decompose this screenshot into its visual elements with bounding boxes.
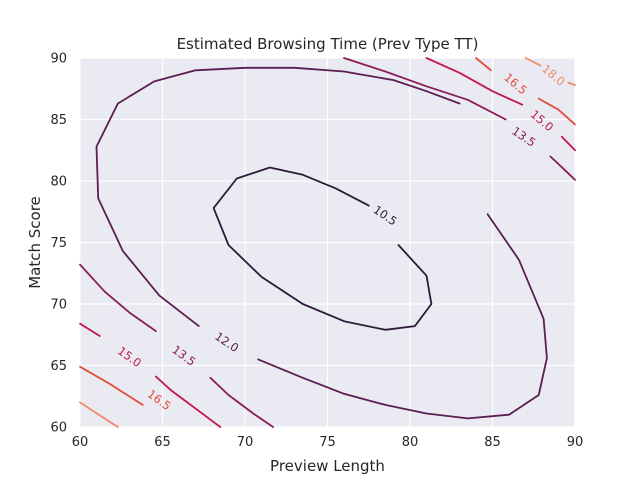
contour-line-16.5 (475, 57, 492, 72)
y-axis-ticks: 60 65 70 75 80 85 90 (50, 52, 67, 436)
contour-line-13.5 (549, 155, 576, 181)
y-tick-label: 70 (50, 298, 67, 313)
contour-line-13.5 (343, 57, 507, 121)
y-tick-label: 65 (50, 359, 67, 374)
contour-line-15.0 (425, 57, 524, 106)
y-tick-label: 85 (50, 113, 67, 128)
x-tick-label: 65 (154, 435, 171, 450)
y-tick-label: 80 (50, 175, 67, 190)
x-tick-label: 70 (237, 435, 254, 450)
x-axis-ticks: 60 65 70 75 80 85 90 (72, 435, 584, 450)
contour-line-16.5 (537, 97, 576, 126)
contour-line-15.0 (560, 135, 576, 152)
x-tick-label: 85 (484, 435, 501, 450)
contour-line-10.5 (212, 166, 433, 331)
contour-line-13.5 (79, 263, 157, 332)
contour-lines (79, 57, 576, 428)
contour-line-18.0 (79, 401, 119, 428)
chart-title: Estimated Browsing Time (Prev Type TT) (177, 35, 479, 53)
y-tick-label: 60 (50, 421, 67, 436)
x-tick-label: 80 (402, 435, 419, 450)
contour-line-13.5 (209, 376, 274, 428)
contour-line-12.0 (95, 66, 461, 327)
contour-line-18.0 (567, 81, 576, 86)
y-tick-label: 90 (50, 52, 67, 67)
contour-line-12.0 (257, 213, 548, 420)
contour-line-18.0 (524, 57, 542, 67)
contour-line-16.5 (79, 365, 144, 406)
grid-lines (79, 57, 576, 428)
y-tick-label: 75 (50, 236, 67, 251)
contour-line-15.0 (155, 375, 222, 428)
x-tick-label: 60 (72, 435, 89, 450)
contour-line-15.0 (79, 322, 101, 337)
x-tick-label: 75 (319, 435, 336, 450)
y-axis-title: Match Score (26, 196, 44, 289)
x-tick-label: 90 (567, 435, 584, 450)
x-axis-title: Preview Length (270, 457, 385, 475)
